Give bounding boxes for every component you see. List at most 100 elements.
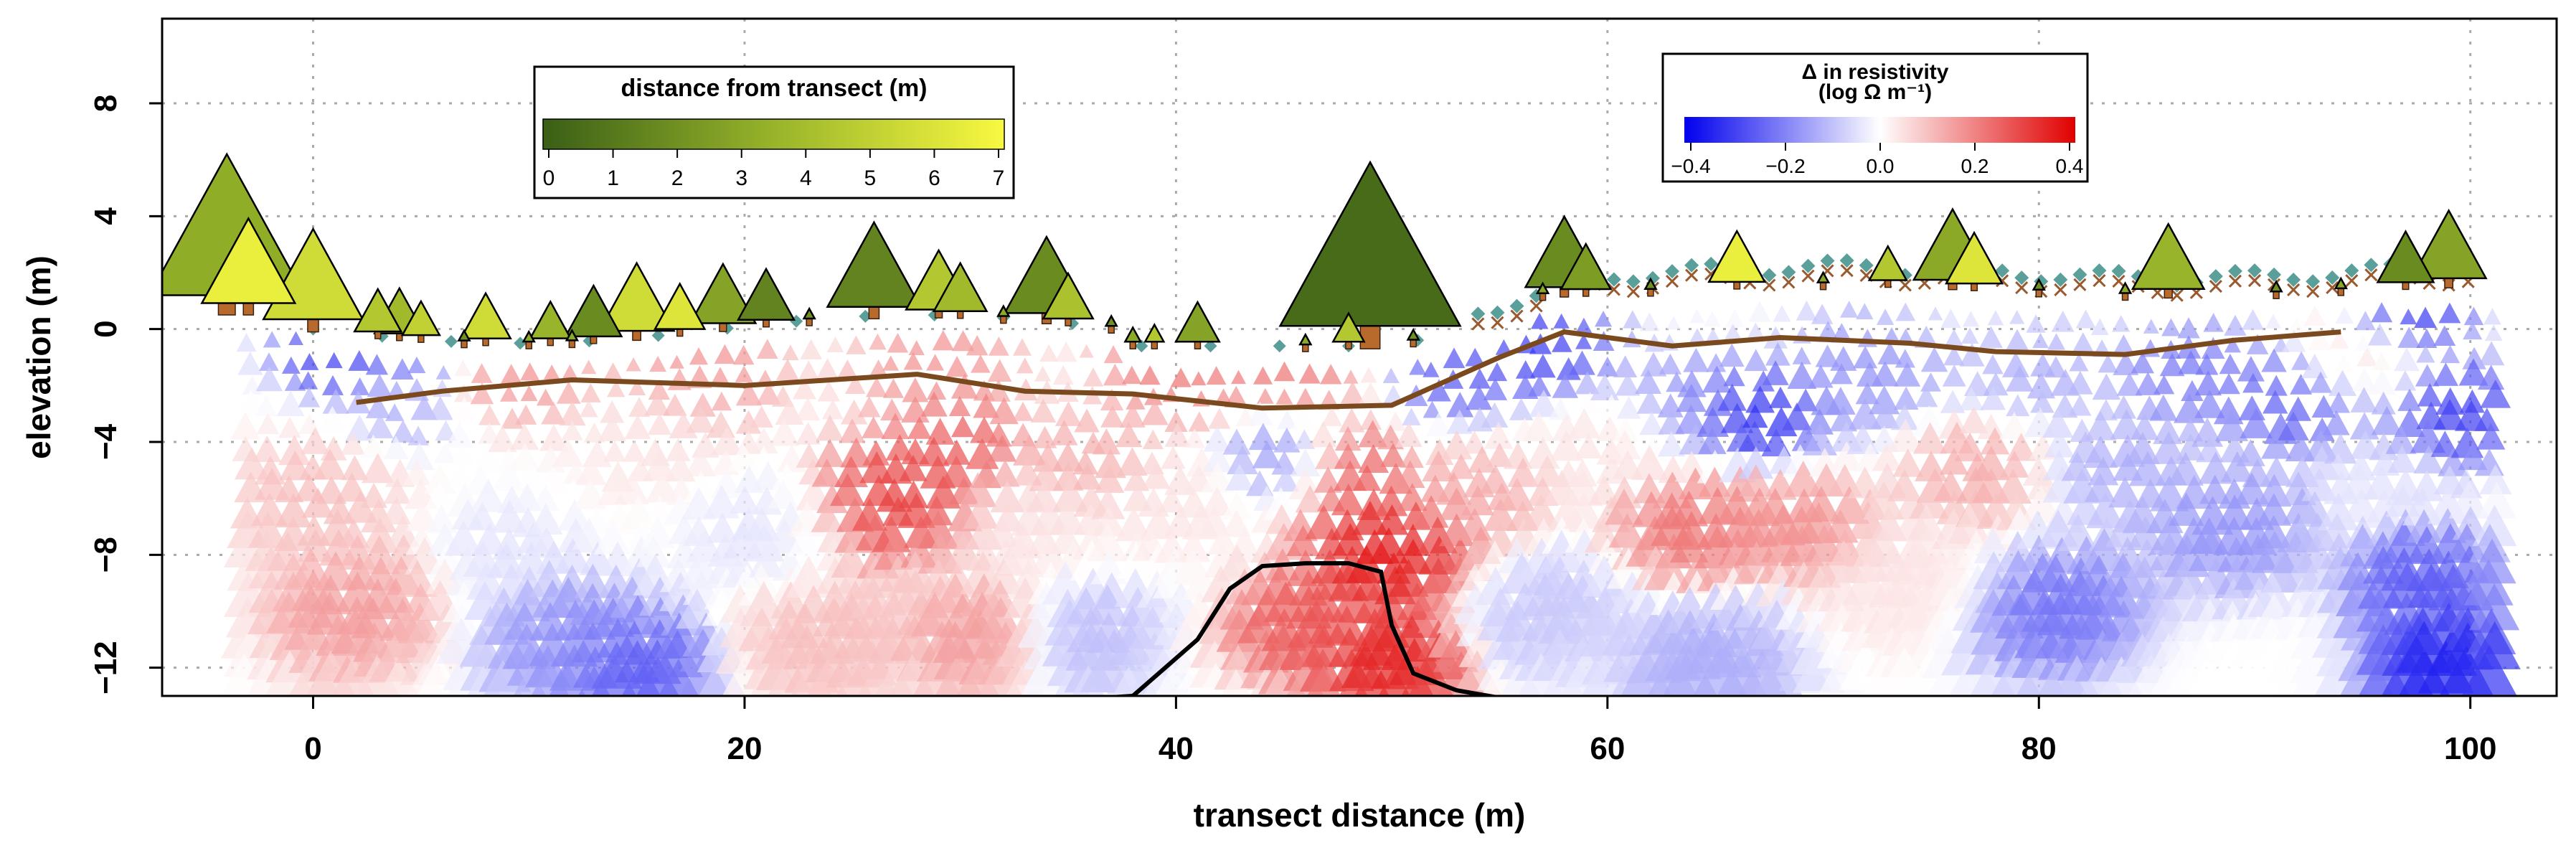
resistivity-point [1972,446,2010,481]
resistivity-point [1744,349,1768,372]
resistivity-point [1783,444,1818,477]
legend-resistivity-tick-label: 0.2 [1961,155,1989,177]
tree-trunk [1151,341,1159,349]
resistivity-point [2385,425,2417,454]
tree-trunk [1129,341,1136,349]
ground-cross-marker [2364,268,2378,282]
resistivity-point [1340,381,1365,404]
resistivity-point [816,358,839,378]
resistivity-point [367,413,394,438]
resistivity-point [898,480,929,508]
resistivity-point [2240,408,2273,438]
resistivity-point [1890,404,1919,430]
ground-diamond-marker [1684,258,1699,273]
resistivity-markers [220,301,2521,696]
resistivity-point [1877,342,1902,364]
legend-distance: distance from transect (m) 0 1 2 3 4 5 6 7 [533,65,1015,199]
resistivity-point [1871,402,1900,429]
resistivity-point [1871,361,1899,387]
resistivity-point [1745,322,1766,342]
resistivity-point [1495,339,1513,355]
resistivity-point [1659,353,1682,375]
plot-area [161,17,2558,697]
resistivity-point [1980,427,2010,455]
ground-diamond-marker [1801,258,1816,273]
resistivity-point [2350,387,2378,413]
resistivity-point [1689,309,1705,324]
resistivity-point [2006,394,2030,417]
ground-cross-marker [2228,274,2242,288]
resistivity-point [769,463,804,495]
tree-marker [2131,222,2206,290]
resistivity-point [1012,458,1043,486]
resistivity-point [1288,468,1323,499]
resistivity-point [1872,443,1902,471]
resistivity-point [917,510,959,549]
y-tick-label: −12 [88,641,123,694]
resistivity-point [1221,669,1251,696]
resistivity-point [2262,390,2288,414]
resistivity-point [902,377,929,402]
tree-trunk [525,341,532,349]
resistivity-point [365,395,391,418]
resistivity-point [515,404,537,425]
resistivity-point [2301,354,2329,379]
ground-cross-marker [1510,309,1524,323]
ground-diamond-marker [2286,272,2301,287]
resistivity-point [1176,530,1211,562]
tree-trunk [2121,292,2129,301]
resistivity-point [444,520,483,556]
resistivity-point [575,456,607,486]
resistivity-point [2188,529,2234,571]
resistivity-point [491,499,528,533]
resistivity-point [1863,481,1905,520]
resistivity-point [2075,309,2096,329]
resistivity-point [1787,362,1817,389]
resistivity-point [1086,522,1128,562]
y-tick-label: −8 [88,537,123,573]
resistivity-point [1395,422,1423,448]
resistivity-point [865,377,888,397]
tree-trunk [676,328,684,337]
resistivity-point [275,493,312,528]
resistivity-point [607,380,626,397]
resistivity-point [811,458,843,487]
resistivity-point [2201,336,2225,359]
resistivity-point [255,366,283,392]
resistivity-point [2308,371,2333,393]
resistivity-point [917,436,950,466]
resistivity-point [2414,306,2437,329]
resistivity-point [2177,317,2200,339]
resistivity-point [950,415,975,438]
resistivity-point [1085,584,1130,626]
resistivity-point [365,354,389,375]
legend-distance-tick-label: 7 [993,166,1005,190]
tree-marker [522,329,536,343]
tree-trunk [1884,279,1892,288]
resistivity-point [554,538,592,573]
resistivity-point [1304,583,1346,622]
resistivity-point [686,405,715,433]
resistivity-point [281,356,301,374]
resistivity-point [2255,514,2292,549]
ground-cross-marker [2015,281,2029,295]
resistivity-point [2417,383,2443,407]
resistivity-point [2397,388,2422,411]
resistivity-point [297,528,334,562]
resistivity-point [1507,457,1539,487]
resistivity-point [1575,333,1593,349]
resistivity-point [2265,314,2282,329]
resistivity-point [640,516,676,549]
resistivity-point [2084,473,2116,502]
resistivity-point [986,422,1012,447]
resistivity-point [1309,421,1338,448]
resistivity-point [1635,369,1662,395]
resistivity-point [1446,409,1473,434]
resistivity-point [1696,406,1730,437]
resistivity-point [1164,410,1188,433]
resistivity-point [2027,372,2056,399]
resistivity-point [1321,406,1343,426]
tree-trunk [396,333,403,342]
resistivity-point [1202,443,1234,472]
ground-diamond-marker [1273,339,1286,353]
